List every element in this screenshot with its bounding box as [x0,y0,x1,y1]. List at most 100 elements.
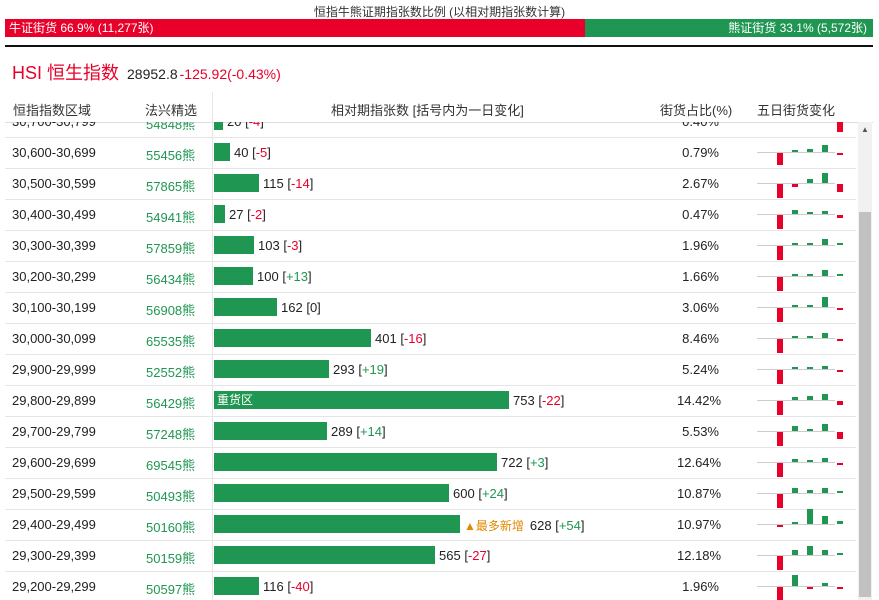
column-divider [212,122,213,137]
count-value: 27 [-2] [229,207,266,222]
share-pct: 12.64% [677,455,722,470]
table-row: 29,400-29,499 50160熊 ▲最多新增 628 [+54] 10.97% [5,509,856,541]
five-day-sparkline [757,354,843,385]
sparkline-bar [807,367,813,369]
count-bar [214,267,253,285]
range-cell: 29,500-29,599 [12,486,96,501]
bear-code-link[interactable]: 50160熊 [146,520,196,535]
bear-code-link[interactable]: 56429熊 [146,396,196,411]
range-cell: 30,700-30,799 [12,122,96,129]
column-header-bear: 法兴精选 [145,103,198,118]
count-bar [214,205,225,223]
count-value: 600 [+24] [453,486,508,501]
bear-code-link[interactable]: 54848熊 [146,122,196,132]
bear-code-link[interactable]: 69545熊 [146,458,196,473]
table-row: 30,100-30,199 56908熊 162 [0] 3.06% [5,292,856,324]
daily-change: +19 [361,362,384,377]
sparkline-bar [837,370,843,372]
scrollbar-thumb[interactable] [859,212,871,597]
bear-code-link[interactable]: 57248熊 [146,427,196,442]
five-day-sparkline [757,509,843,540]
share-pct: 0.40% [677,122,719,129]
five-day-sparkline [757,385,843,416]
share-pct: 5.53% [682,424,719,439]
sparkline-bar [807,179,813,183]
table-row: 30,600-30,699 55456熊 40 [-5] 0.79% [5,137,856,169]
count-value: 289 [+14] [331,424,386,439]
column-divider [212,540,213,571]
share-pct: 1.66% [682,269,719,284]
column-header-count: 相对期指张数 [括号内为一日变化] [331,103,524,118]
range-cell: 29,400-29,499 [12,517,96,532]
sparkline-baseline [757,307,835,308]
column-divider [212,478,213,509]
bear-code-link[interactable]: 55456熊 [146,148,196,163]
sparkline-bar [792,550,798,555]
column-divider [212,261,213,292]
bear-code-link[interactable]: 56434熊 [146,272,196,287]
daily-change: -16 [403,331,423,346]
count-number: 27 [229,207,244,222]
daily-change: +54 [558,518,581,533]
sparkline-bar [822,516,828,524]
table-row: 29,800-29,899 56429熊 重货区 753 [-22] 14.42% [5,385,856,417]
sparkline-bar [837,243,843,245]
range-cell: 29,600-29,699 [12,455,96,470]
sparkline-baseline [757,586,835,587]
bear-code-link[interactable]: 56908熊 [146,303,196,318]
scroll-up-arrow-icon[interactable]: ▲ [861,125,869,134]
count-bar [214,453,497,471]
bear-code-link[interactable]: 52552熊 [146,365,196,380]
count-value: ▲最多新增 628 [+54] [464,518,585,533]
sparkline-bar [807,429,813,431]
five-day-sparkline [757,571,843,600]
sparkline-bar [777,556,783,570]
share-pct: 0.47% [682,207,719,222]
scrollbar[interactable]: ▲ [858,122,872,600]
column-divider [212,199,213,230]
count-bar [214,122,223,130]
sparkline-bar [837,274,843,276]
sparkline-baseline [757,555,835,556]
index-change: -125.92(-0.43%) [179,66,281,82]
share-pct: 1.96% [682,579,719,594]
daily-change: -22 [541,393,561,408]
sparkline-bar [792,150,798,152]
bear-code-link[interactable]: 57865熊 [146,179,196,194]
sparkline-bar [792,397,798,400]
sparkline-bar [837,339,843,341]
sparkline-bar [777,432,783,446]
table-row: 29,700-29,799 57248熊 289 [+14] 5.53% [5,416,856,448]
five-day-sparkline [757,323,843,354]
bear-code-link[interactable]: 50493熊 [146,489,196,504]
count-value: 293 [+19] [333,362,388,377]
sparkline-bar [807,243,813,245]
sparkline-bar [792,488,798,493]
bear-code-link[interactable]: 50159熊 [146,551,196,566]
sparkline-bar [807,509,813,524]
bull-ratio-segment: 牛证街货 66.9% (11,277张) [5,19,585,37]
share-pct: 0.79% [682,145,719,160]
column-divider [212,354,213,385]
table-row: 29,500-29,599 50493熊 600 [+24] 10.87% [5,478,856,510]
count-number: 600 [453,486,475,501]
bear-code-link[interactable]: 54941熊 [146,210,196,225]
sparkline-bar [837,184,843,192]
count-bar [214,143,230,161]
divider [5,45,873,47]
five-day-sparkline [757,540,843,571]
five-day-sparkline [757,168,843,199]
count-value: 40 [-5] [234,145,271,160]
count-number: 565 [439,548,461,563]
data-table[interactable]: 30,700-30,799 54848熊 20 [-4] 0.40% 30,600-30… [5,122,856,600]
bear-code-link[interactable]: 65535熊 [146,334,196,349]
column-divider [212,92,213,122]
bear-code-link[interactable]: 57859熊 [146,241,196,256]
count-value: 722 [+3] [501,455,549,470]
count-bar [214,577,259,595]
column-divider [212,168,213,199]
share-pct: 14.42% [677,393,722,408]
sparkline-bar [777,184,783,198]
bear-code-link[interactable]: 50597熊 [146,582,196,597]
column-divider [212,447,213,478]
